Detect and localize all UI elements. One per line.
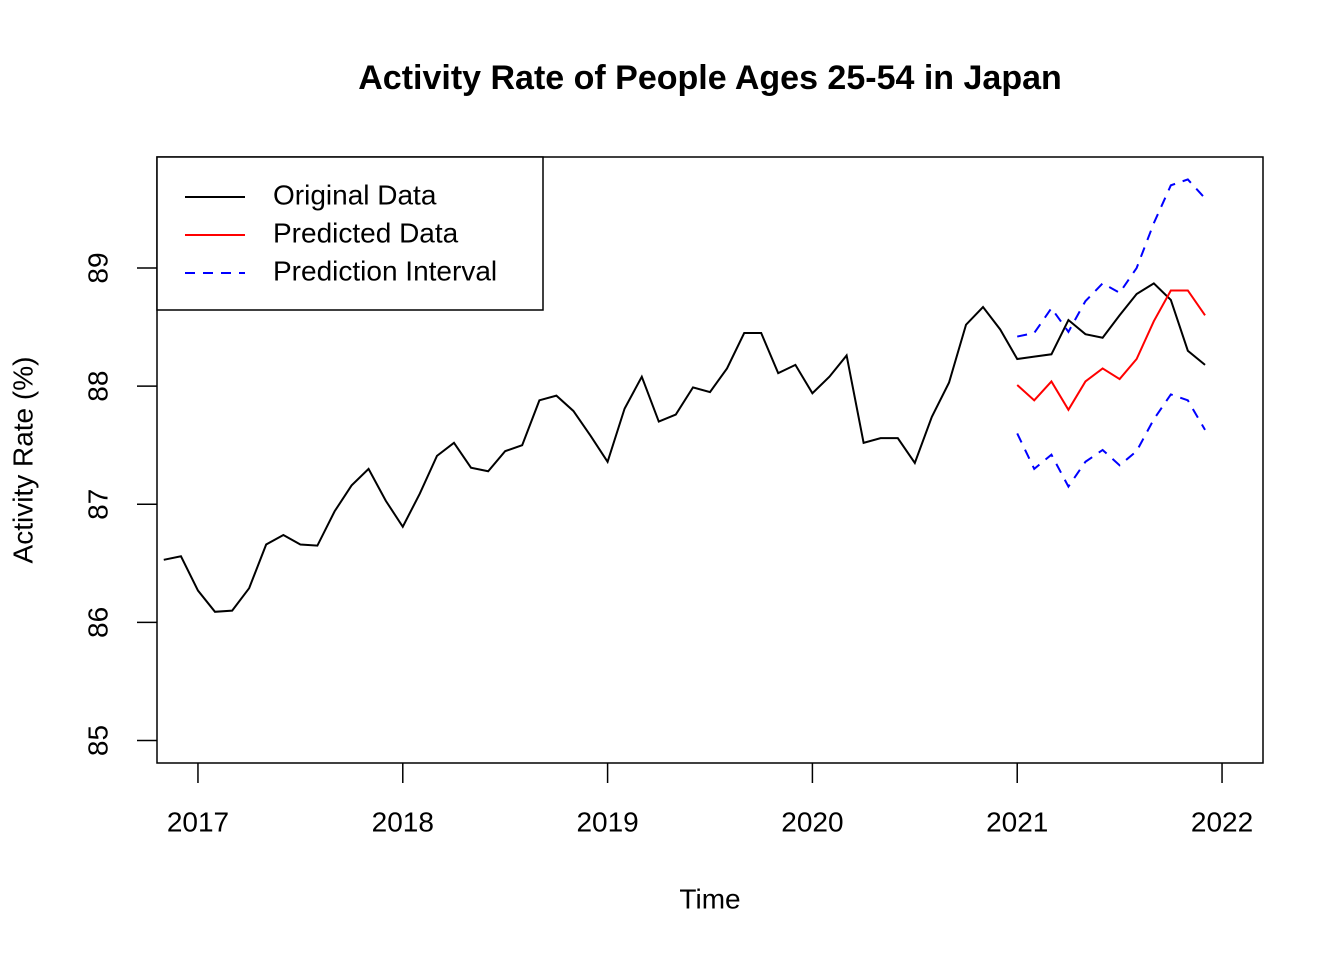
- x-axis-label: Time: [679, 883, 740, 914]
- plot-frame: [156, 156, 1264, 764]
- series-line: [1016, 393, 1206, 489]
- y-tick-label: 88: [82, 371, 113, 402]
- y-tick-label: 87: [82, 489, 113, 520]
- series-line: [1017, 178, 1206, 338]
- x-tick-label: 2021: [986, 806, 1048, 837]
- y-tick-label: 85: [82, 725, 113, 756]
- x-tick-label: 2019: [576, 806, 638, 837]
- chart-title: Activity Rate of People Ages 25-54 in Ja…: [358, 59, 1062, 97]
- x-tick-label: 2018: [372, 806, 434, 837]
- legend-label: Prediction Interval: [273, 255, 497, 286]
- plot-area: [163, 178, 1206, 613]
- x-tick-label: 2022: [1191, 806, 1253, 837]
- series-line: [1016, 289, 1206, 412]
- y-tick-label: 89: [82, 252, 113, 283]
- y-tick-label: 86: [82, 607, 113, 638]
- legend-box: [156, 156, 544, 311]
- y-axis-label: Activity Rate (%): [7, 357, 38, 564]
- x-tick-label: 2020: [781, 806, 843, 837]
- legend-label: Predicted Data: [273, 217, 459, 248]
- series-line: [163, 282, 1206, 613]
- x-tick-label: 2017: [167, 806, 229, 837]
- legend-label: Original Data: [273, 179, 437, 210]
